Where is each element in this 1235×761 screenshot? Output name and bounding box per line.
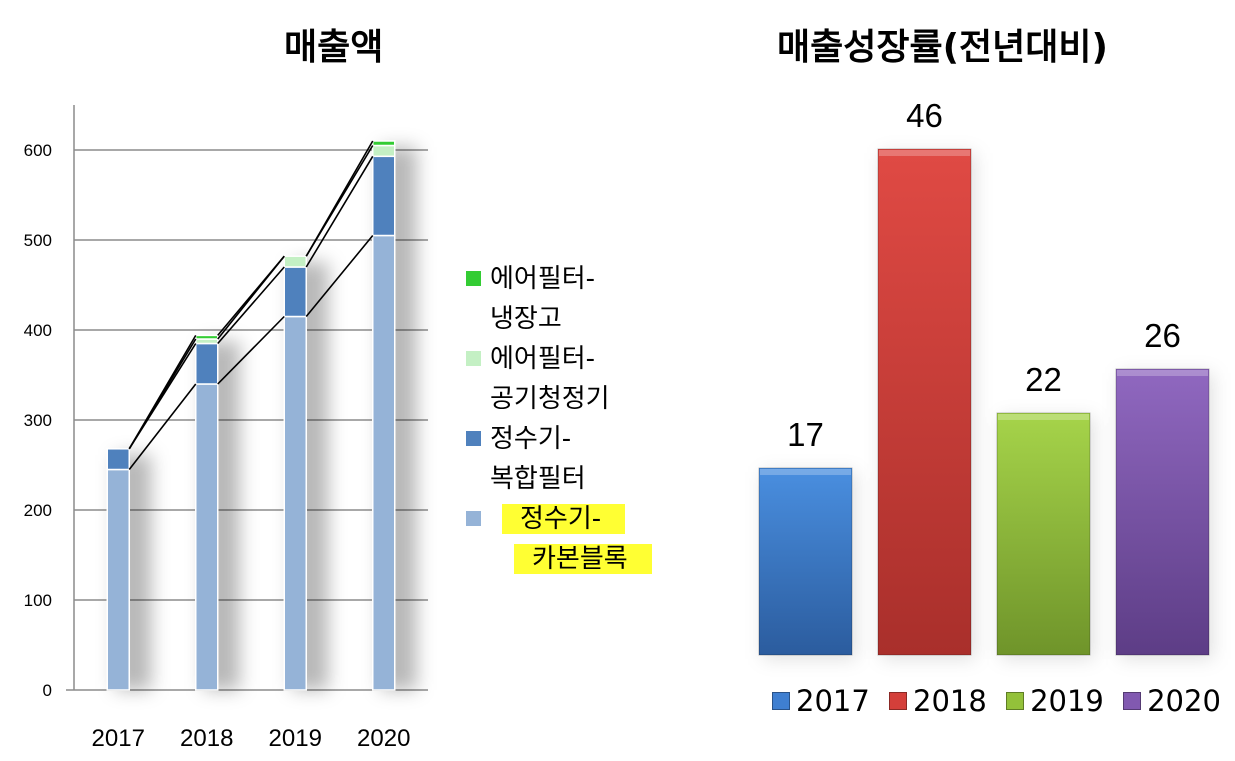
bar-highlight bbox=[998, 414, 1089, 420]
bar-segment bbox=[372, 144, 396, 158]
legend-label-line1: 에어필터- bbox=[490, 264, 596, 294]
legend-item-2019: 2019 bbox=[1006, 684, 1104, 718]
y-tick-label: 200 bbox=[24, 501, 52, 520]
bar-segment bbox=[283, 255, 307, 268]
growth-bar bbox=[758, 467, 853, 656]
y-tick-label: 600 bbox=[24, 141, 52, 160]
legend-label-line2: 복합필터 bbox=[490, 464, 586, 494]
series-line bbox=[128, 383, 197, 470]
data-label: 26 bbox=[1144, 317, 1181, 354]
bar-segment bbox=[283, 266, 307, 318]
legend-label-line1: 정수기- bbox=[490, 424, 572, 454]
bar-highlight bbox=[760, 469, 851, 475]
y-tick-label: 400 bbox=[24, 321, 52, 340]
sales-legend: 에어필터- 냉장고 에어필터- 공기청정기 정수기- 복합필터 정수기- 카본블… bbox=[462, 262, 692, 582]
legend-label-line2: 카본블록 bbox=[462, 542, 692, 576]
legend-label: 2020 bbox=[1147, 684, 1221, 718]
legend-swatch bbox=[889, 692, 908, 710]
series-line bbox=[128, 334, 197, 450]
legend-label-line1: 정수기- bbox=[462, 502, 692, 536]
chart-title-sales: 매출액 bbox=[284, 27, 384, 68]
bar-segment bbox=[372, 155, 396, 237]
legend-label: 2019 bbox=[1030, 684, 1104, 718]
y-tick-label: 300 bbox=[24, 411, 52, 430]
bar-segment bbox=[106, 468, 130, 691]
legend-item-air-filter-purifier: 에어필터- 공기청정기 bbox=[462, 342, 692, 416]
legend-item-2018: 2018 bbox=[889, 684, 987, 718]
bar-segment bbox=[372, 234, 396, 691]
bar-segment bbox=[106, 448, 130, 471]
bar-segment bbox=[372, 140, 396, 147]
legend-item-water-composite: 정수기- 복합필터 bbox=[462, 422, 692, 496]
series-line bbox=[305, 234, 374, 318]
x-tick-label: 2019 bbox=[269, 725, 322, 752]
legend-label-line1: 에어필터- bbox=[490, 344, 596, 374]
x-tick-label: 2018 bbox=[180, 725, 233, 752]
bar-highlight bbox=[879, 150, 970, 156]
data-label: 46 bbox=[906, 97, 943, 134]
chart-title-growth: 매출성장률(전년대비) bbox=[777, 27, 1108, 68]
growth-legend: 2017 2018 2019 2020 bbox=[772, 684, 1231, 718]
bar-segment bbox=[283, 315, 307, 691]
legend-label-highlight: 카본블록 bbox=[514, 544, 652, 574]
legend-item-2020: 2020 bbox=[1123, 684, 1221, 718]
series-line bbox=[217, 315, 285, 385]
legend-swatch bbox=[1123, 692, 1142, 710]
legend-label: 2018 bbox=[913, 684, 987, 718]
data-label: 22 bbox=[1025, 361, 1062, 398]
data-label: 17 bbox=[787, 416, 824, 453]
legend-label-highlight: 정수기- bbox=[502, 504, 626, 534]
legend-label-line2: 공기청정기 bbox=[490, 384, 610, 414]
legend-label-line2: 냉장고 bbox=[490, 304, 562, 334]
series-line bbox=[305, 155, 374, 268]
legend-swatch bbox=[466, 351, 481, 366]
bar-segment bbox=[195, 383, 219, 691]
growth-bar bbox=[1115, 368, 1210, 656]
legend-item-water-carbon: 정수기- 카본블록 bbox=[462, 502, 692, 576]
x-tick-label: 2020 bbox=[357, 725, 410, 752]
growth-bar bbox=[996, 412, 1091, 656]
y-tick-label: 0 bbox=[43, 681, 52, 700]
series-line bbox=[305, 140, 374, 257]
series-line bbox=[217, 266, 285, 345]
x-tick-label: 2017 bbox=[92, 725, 145, 752]
bar-segment bbox=[195, 334, 219, 340]
legend-swatch bbox=[772, 692, 790, 710]
y-tick-label: 100 bbox=[24, 591, 52, 610]
legend-swatch bbox=[466, 271, 481, 286]
series-line bbox=[217, 255, 285, 336]
legend-item-air-filter-fridge: 에어필터- 냉장고 bbox=[462, 262, 692, 336]
legend-label: 2017 bbox=[796, 684, 870, 718]
bar-segment bbox=[195, 342, 219, 385]
legend-swatch bbox=[466, 511, 481, 526]
legend-swatch bbox=[466, 431, 481, 446]
legend-swatch bbox=[1006, 692, 1025, 710]
growth-bar bbox=[877, 148, 972, 656]
legend-item-2017: 2017 bbox=[772, 684, 870, 718]
y-tick-label: 500 bbox=[24, 231, 52, 250]
bar-highlight bbox=[1117, 370, 1208, 376]
